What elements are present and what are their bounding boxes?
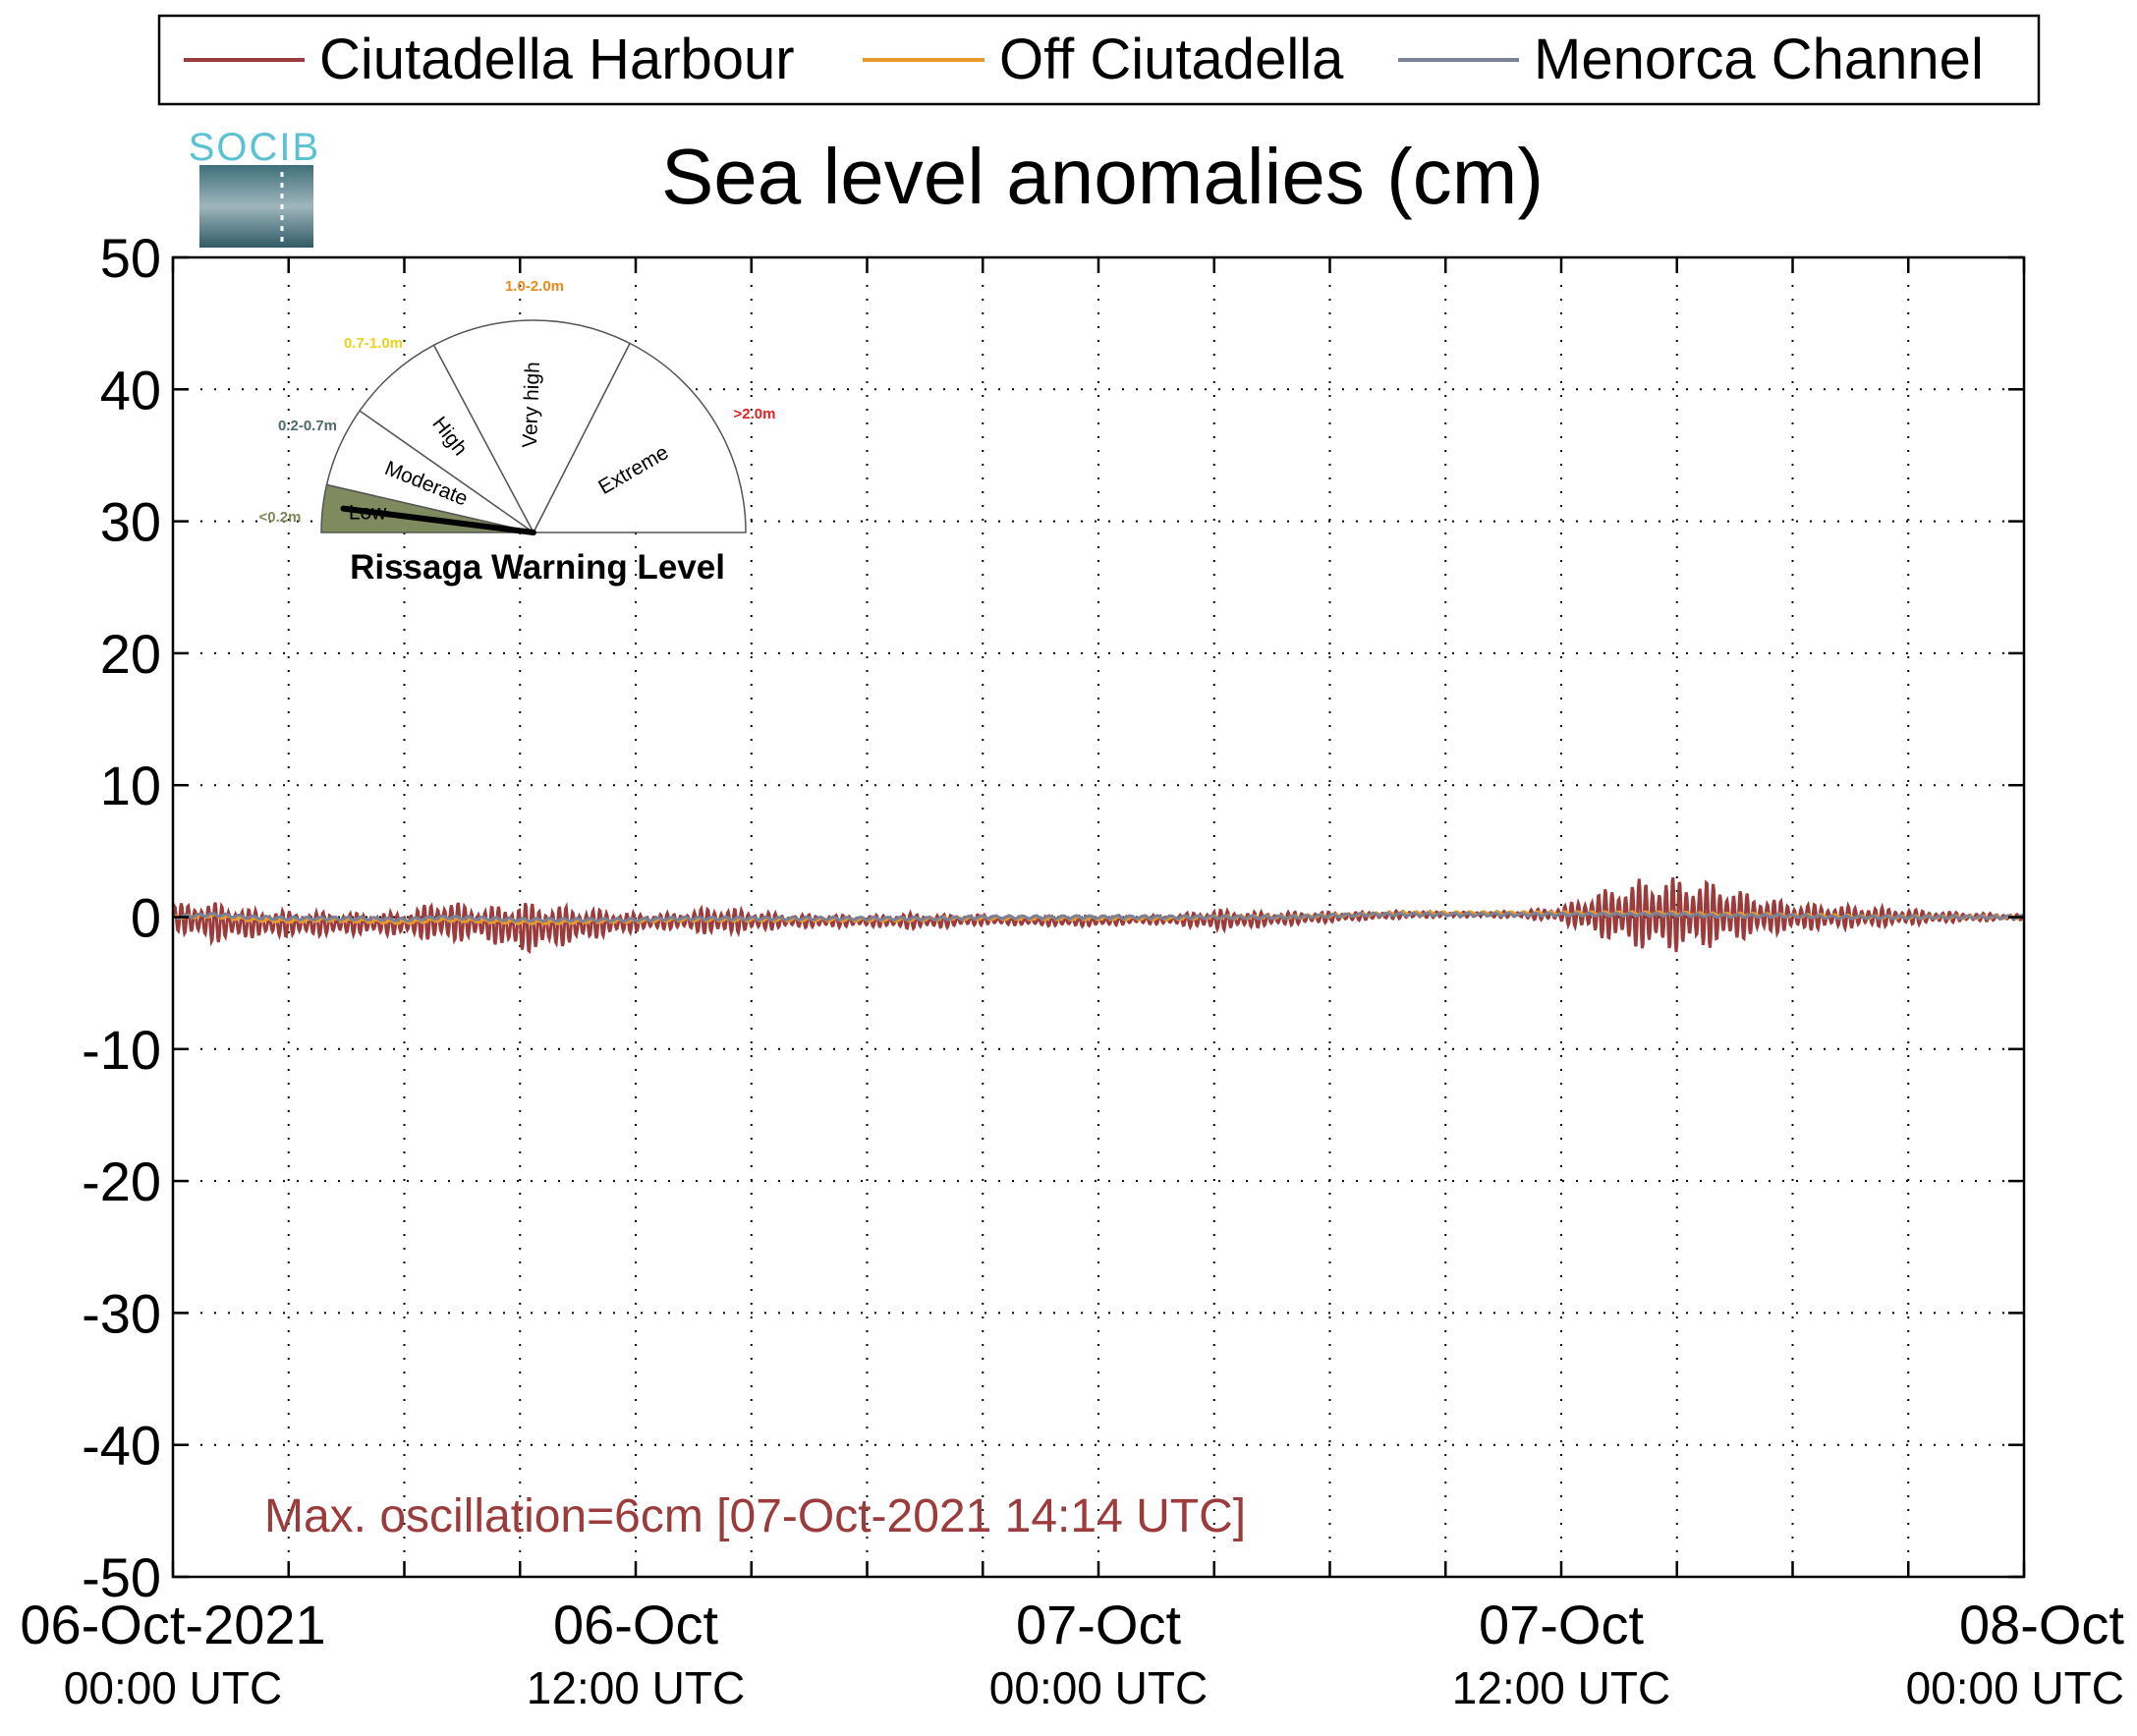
max-oscillation-annotation: Max. oscillation=6cm [07-Oct-2021 14:14 … <box>264 1490 1246 1542</box>
gauge-range-extreme: >2.0m <box>734 406 776 422</box>
gauge-range-very-high: 1.0-2.0m <box>505 278 564 295</box>
x-tick-label-time: 00:00 UTC <box>989 1662 1208 1713</box>
x-tick-label-date: 06-Oct-2021 <box>20 1594 325 1655</box>
x-tick-label-date: 07-Oct <box>1479 1594 1644 1655</box>
socib-logo: SOCIB <box>189 126 320 248</box>
chart-title: Sea level anomalies (cm) <box>661 133 1544 220</box>
x-tick-label-date: 08-Oct <box>1959 1594 2124 1655</box>
gauge-range-high: 0.7-1.0m <box>344 335 403 352</box>
y-tick-label: -40 <box>82 1415 161 1477</box>
series-group <box>173 876 2024 955</box>
gauge-range-low: <0.2m <box>259 509 302 526</box>
series-menorca-channel <box>173 911 2024 924</box>
y-tick-label: 40 <box>100 359 161 420</box>
y-tick-label: 10 <box>100 755 161 816</box>
x-axis: 06-Oct-2021 00:00 UTC 06-Oct 12:00 UTC 07-Oc… <box>20 257 2124 1713</box>
gauge-segment-very-high <box>432 319 632 534</box>
x-tick-label-time: 00:00 UTC <box>1906 1662 2124 1713</box>
legend: Ciutadella Harbour Off Ciutadella Menorc… <box>157 14 2041 106</box>
gauge-label-very-high: Very high <box>519 362 544 448</box>
y-tick-label: 20 <box>100 623 161 685</box>
x-tick-label-time: 12:00 UTC <box>527 1662 745 1713</box>
gauge-range-moderate: 0.2-0.7m <box>278 418 337 434</box>
x-tick-label-time: 12:00 UTC <box>1452 1662 1670 1713</box>
y-tick-label: 50 <box>100 227 161 289</box>
socib-logo-text: SOCIB <box>189 126 320 169</box>
legend-label-ciutadella-harbour: Ciutadella Harbour <box>319 28 795 91</box>
x-tick-label-date: 06-Oct <box>553 1594 718 1655</box>
rissaga-gauge: LowModerateHighVery highExtreme<0.2m0.2-… <box>259 278 776 587</box>
y-tick-label: -50 <box>82 1546 161 1608</box>
y-tick-label: -30 <box>82 1282 161 1344</box>
legend-label-off-ciutadella: Off Ciutadella <box>999 28 1344 91</box>
y-axis: 50 40 30 20 10 0 -10 -20 -30 -40 -50 <box>82 227 2024 1608</box>
x-tick-label-time: 00:00 UTC <box>64 1662 282 1713</box>
y-tick-label: 30 <box>100 491 161 553</box>
y-tick-label: 0 <box>131 887 161 949</box>
gauge-needle <box>340 505 536 535</box>
y-tick-label: -20 <box>82 1150 161 1212</box>
legend-box <box>157 14 2041 106</box>
gauge-segment-high <box>359 344 534 533</box>
y-tick-label: -10 <box>82 1019 161 1081</box>
legend-label-menorca-channel: Menorca Channel <box>1534 28 1984 91</box>
gauge-title: Rissaga Warning Level <box>350 548 725 587</box>
socib-logo-wave <box>199 165 313 248</box>
gauge-segment-extreme <box>532 342 747 533</box>
x-tick-label-date: 07-Oct <box>1016 1594 1181 1655</box>
series-off-ciutadella <box>173 910 2024 926</box>
